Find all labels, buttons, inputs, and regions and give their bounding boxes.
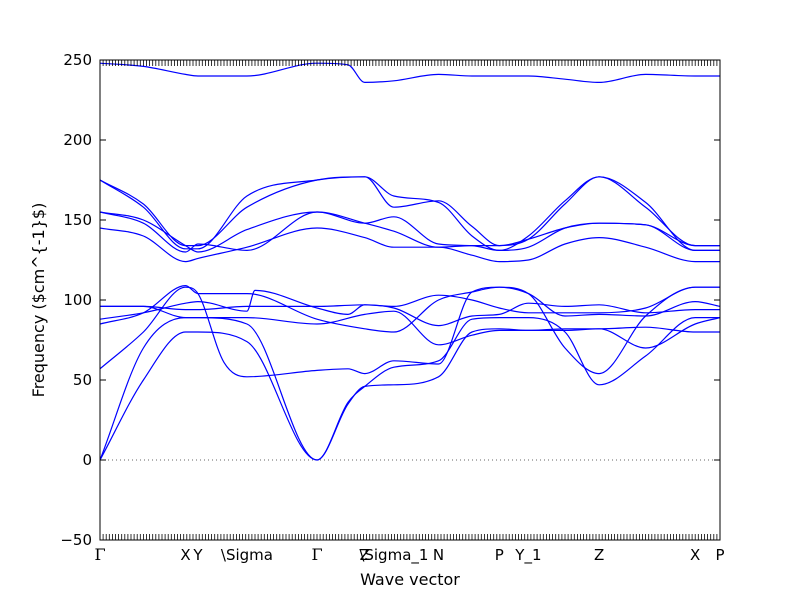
y-axis-label: Frequency ($cm^{-1}$) bbox=[29, 203, 48, 398]
x-tick-label-7: \Sigma_1 bbox=[359, 546, 428, 565]
x-tick-label-12: X bbox=[690, 546, 700, 564]
x-tick-label-8: N bbox=[433, 546, 444, 564]
band-line-12 bbox=[100, 176, 720, 247]
y-tick-label: 150 bbox=[63, 211, 92, 229]
x-tick-label-1: Γ bbox=[94, 545, 105, 564]
x-tick-label-3: Y bbox=[192, 546, 203, 564]
x-tick-label-10: Y_1 bbox=[514, 546, 541, 565]
band-line-10 bbox=[100, 211, 720, 253]
x-tick-label-13: P bbox=[715, 546, 724, 564]
y-tick-label: 200 bbox=[63, 131, 92, 149]
band-line-8 bbox=[100, 227, 720, 263]
band-line-2 bbox=[100, 316, 720, 461]
band-line-7 bbox=[100, 305, 720, 349]
band-line-13 bbox=[100, 62, 720, 84]
band-line-5 bbox=[100, 286, 720, 320]
y-tick-label: 50 bbox=[73, 371, 92, 389]
x-tick-label-5: Γ bbox=[311, 545, 322, 564]
band-line-11 bbox=[100, 176, 720, 252]
x-tick-label-6: Z bbox=[360, 546, 370, 564]
plot-frame bbox=[99, 59, 721, 541]
band-line-1 bbox=[100, 326, 720, 461]
x-tick-label-2: X bbox=[180, 546, 190, 564]
y-tick-label: 0 bbox=[82, 451, 92, 469]
band-line-6 bbox=[100, 302, 720, 327]
y-tick-label: 250 bbox=[63, 51, 92, 69]
x-tick-label-4: \Sigma bbox=[221, 546, 273, 564]
x-tick-label-11: Z bbox=[594, 546, 604, 564]
band-line-4 bbox=[100, 284, 720, 333]
x-axis-label: Wave vector bbox=[360, 570, 460, 589]
x-tick-label-9: P bbox=[495, 546, 504, 564]
plot-area bbox=[100, 62, 720, 461]
y-tick-label: −50 bbox=[60, 531, 92, 549]
y-tick-label: 100 bbox=[63, 291, 92, 309]
